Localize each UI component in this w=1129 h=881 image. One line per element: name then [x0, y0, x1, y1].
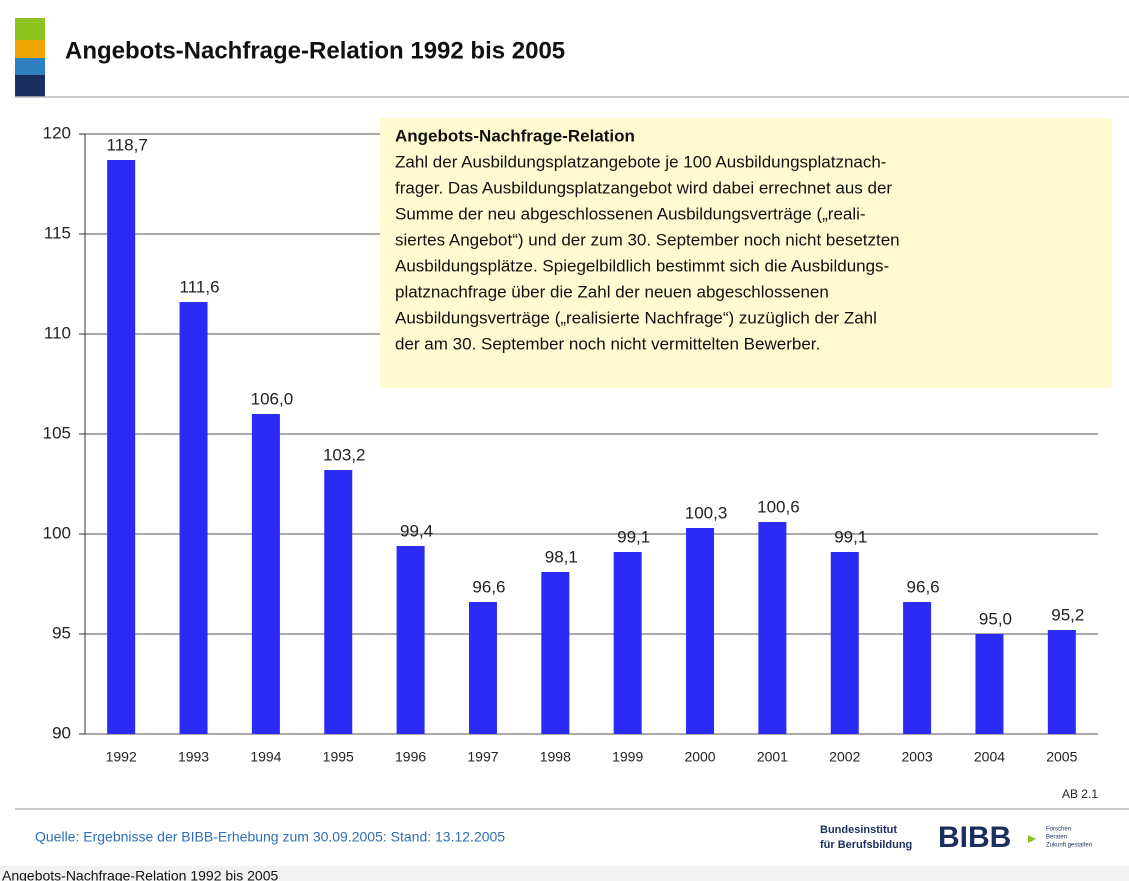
x-tick-label: 2004: [974, 749, 1005, 765]
x-tick-label: 1999: [612, 749, 643, 765]
caption-bg: [0, 866, 1129, 881]
bar: [179, 302, 208, 734]
source: Quelle: Ergebnisse der BIBB-Erhebung zum…: [35, 829, 505, 845]
x-tick-label: 1998: [540, 749, 571, 765]
logo-arrow: [1028, 835, 1036, 843]
value-label: 96,6: [907, 577, 940, 596]
deco: [15, 58, 45, 75]
x-tick-label: 2000: [684, 749, 715, 765]
x-tick-label: 2005: [1046, 749, 1077, 765]
bar: [1047, 630, 1076, 734]
slide-code: AB 2.1: [1062, 787, 1098, 801]
annotation-line: Zahl der Ausbildungsplatzangebote je 100…: [395, 152, 886, 171]
x-tick-label: 1996: [395, 749, 426, 765]
deco: [15, 75, 45, 97]
y-tick-label: 110: [44, 323, 71, 342]
deco: [15, 40, 45, 58]
bar: [975, 634, 1004, 734]
x-tick-label: 1994: [250, 749, 281, 765]
annotation-line: frager. Das Ausbildungsplatzangebot wird…: [395, 178, 892, 197]
value-label: 118,7: [107, 135, 148, 154]
bar: [758, 522, 787, 734]
y-tick-label: 95: [52, 623, 71, 642]
caption: Angebots-Nachfrage-Relation 1992 bis 200…: [2, 868, 279, 881]
annotation-box: [380, 118, 1112, 388]
annotation-line: Summe der neu abgeschlossenen Ausbildung…: [395, 204, 866, 223]
bar: [251, 414, 280, 734]
y-tick-label: 120: [43, 123, 71, 142]
x-tick-label: 1992: [106, 749, 137, 765]
value-label: 99,1: [617, 527, 650, 546]
x-tick-label: 2002: [829, 749, 860, 765]
value-label: 100,6: [757, 497, 800, 516]
x-tick-label: 1997: [467, 749, 498, 765]
bar: [903, 602, 932, 734]
value-label: 98,1: [545, 547, 578, 566]
value-label: 95,0: [979, 609, 1012, 628]
y-tick-label: 105: [43, 423, 71, 442]
value-label: 103,2: [323, 445, 366, 464]
bar: [613, 552, 642, 734]
logo-motto: Beraten: [1046, 835, 1067, 841]
x-tick-label: 2003: [902, 749, 933, 765]
value-label: 95,2: [1051, 605, 1084, 624]
annotation-line: siertes Angebot“) und der zum 30. Septem…: [395, 230, 900, 249]
logo-motto: Forschen: [1046, 827, 1071, 833]
y-tick-label: 90: [52, 723, 71, 742]
x-tick-label: 1995: [323, 749, 354, 765]
annotation-line: der am 30. September noch nicht vermitte…: [395, 334, 820, 353]
bar: [541, 572, 570, 734]
annotation-line: Ausbildungsverträge („realisierte Nachfr…: [395, 308, 877, 327]
x-tick-label: 2001: [757, 749, 788, 765]
y-tick-label: 100: [43, 523, 71, 542]
x-tick-label: 1993: [178, 749, 209, 765]
value-label: 100,3: [685, 503, 728, 522]
deco: [15, 18, 45, 40]
logo-text: für Berufsbildung: [820, 839, 912, 851]
logo-mark: BIBB: [938, 821, 1011, 854]
bar: [686, 528, 715, 734]
logo-text: Bundesinstitut: [820, 824, 897, 836]
bar: [107, 160, 136, 734]
bar: [830, 552, 859, 734]
y-tick-label: 115: [44, 223, 71, 242]
value-label: 111,6: [180, 277, 220, 296]
value-label: 106,0: [251, 389, 294, 408]
value-label: 99,4: [400, 521, 433, 540]
bar: [324, 470, 353, 734]
chart-title: Angebots-Nachfrage-Relation 1992 bis 200…: [65, 37, 565, 64]
value-label: 99,1: [834, 527, 867, 546]
annotation-line: Ausbildungsplätze. Spiegelbildlich besti…: [395, 256, 889, 275]
value-label: 96,6: [472, 577, 505, 596]
bar: [396, 546, 425, 734]
annotation-title: Angebots-Nachfrage-Relation: [395, 126, 635, 145]
logo-motto: Zukunft gestalten: [1046, 843, 1092, 849]
bar: [468, 602, 497, 734]
annotation-line: platznachfrage über die Zahl der neuen a…: [395, 282, 829, 301]
